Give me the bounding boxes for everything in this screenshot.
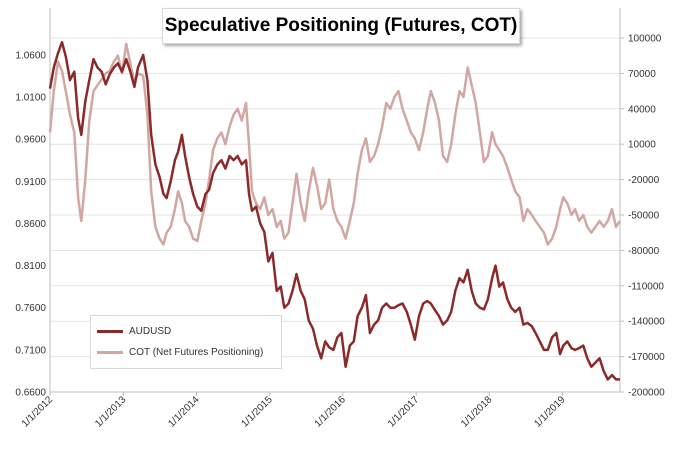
chart-title: Speculative Positioning (Futures, COT) <box>164 15 518 36</box>
series-line-audusd <box>48 40 620 381</box>
x-tick-label: 1/1/2013 <box>93 394 129 430</box>
y-left-tick-label: 0.9600 <box>15 135 46 146</box>
y-right-tick-label: -140000 <box>628 317 665 328</box>
x-tick-label: 1/1/2018 <box>459 394 495 430</box>
y-right-tick-label: -20000 <box>628 175 660 186</box>
y-right-tick-label: -110000 <box>628 281 664 292</box>
legend-label-cot: COT (Net Futures Positioning) <box>129 347 264 358</box>
x-tick-label: 1/1/2015 <box>239 394 275 430</box>
legend: AUDUSD COT (Net Futures Positioning) <box>90 315 282 369</box>
y-right-tick-label: -80000 <box>628 246 660 257</box>
x-axis-ticks: 1/1/2012 1/1/2013 1/1/2014 1/1/2015 1/1/2016… <box>20 392 568 430</box>
y-left-tick-label: 0.8100 <box>15 261 46 272</box>
y-right-tick-label: -50000 <box>628 211 660 222</box>
y-right-tick-label: 70000 <box>628 69 656 80</box>
legend-label-audusd: AUDUSD <box>129 326 172 337</box>
y-axis-left-ticks: 1.0600 1.0100 0.9600 0.9100 0.8600 0.8100 0.76… <box>15 50 46 398</box>
y-right-tick-label: 100000 <box>628 34 662 45</box>
y-right-tick-label: -170000 <box>628 352 665 363</box>
x-tick-label: 1/1/2019 <box>532 394 568 430</box>
y-right-tick-label: 40000 <box>628 104 656 115</box>
legend-item-audusd: AUDUSD <box>97 326 171 337</box>
y-left-tick-label: 0.7100 <box>15 345 46 356</box>
y-right-tick-label: -200000 <box>628 388 665 399</box>
y-left-tick-label: 0.6600 <box>15 388 46 399</box>
x-tick-label: 1/1/2012 <box>20 394 56 430</box>
y-right-tick-label: 10000 <box>628 140 656 151</box>
chart-title-box: Speculative Positioning (Futures, COT) <box>162 8 520 44</box>
legend-swatch-audusd <box>97 330 123 333</box>
y-left-tick-label: 0.7600 <box>15 303 46 314</box>
y-left-tick-label: 0.8600 <box>15 219 46 230</box>
y-axis-right-ticks: 100000 70000 40000 10000 -20000 -50000 -80000 -… <box>620 34 665 399</box>
series-line-cot <box>48 42 622 246</box>
legend-swatch-cot <box>97 351 123 354</box>
axes <box>49 8 621 393</box>
x-tick-label: 1/1/2014 <box>166 394 202 430</box>
x-tick-label: 1/1/2016 <box>313 394 349 430</box>
y-left-tick-label: 1.0100 <box>15 93 46 104</box>
y-left-tick-label: 1.0600 <box>15 50 46 61</box>
legend-item-cot: COT (Net Futures Positioning) <box>97 347 263 358</box>
x-tick-label: 1/1/2017 <box>386 394 422 430</box>
series-lines <box>48 40 622 381</box>
y-left-tick-label: 0.9100 <box>15 177 46 188</box>
